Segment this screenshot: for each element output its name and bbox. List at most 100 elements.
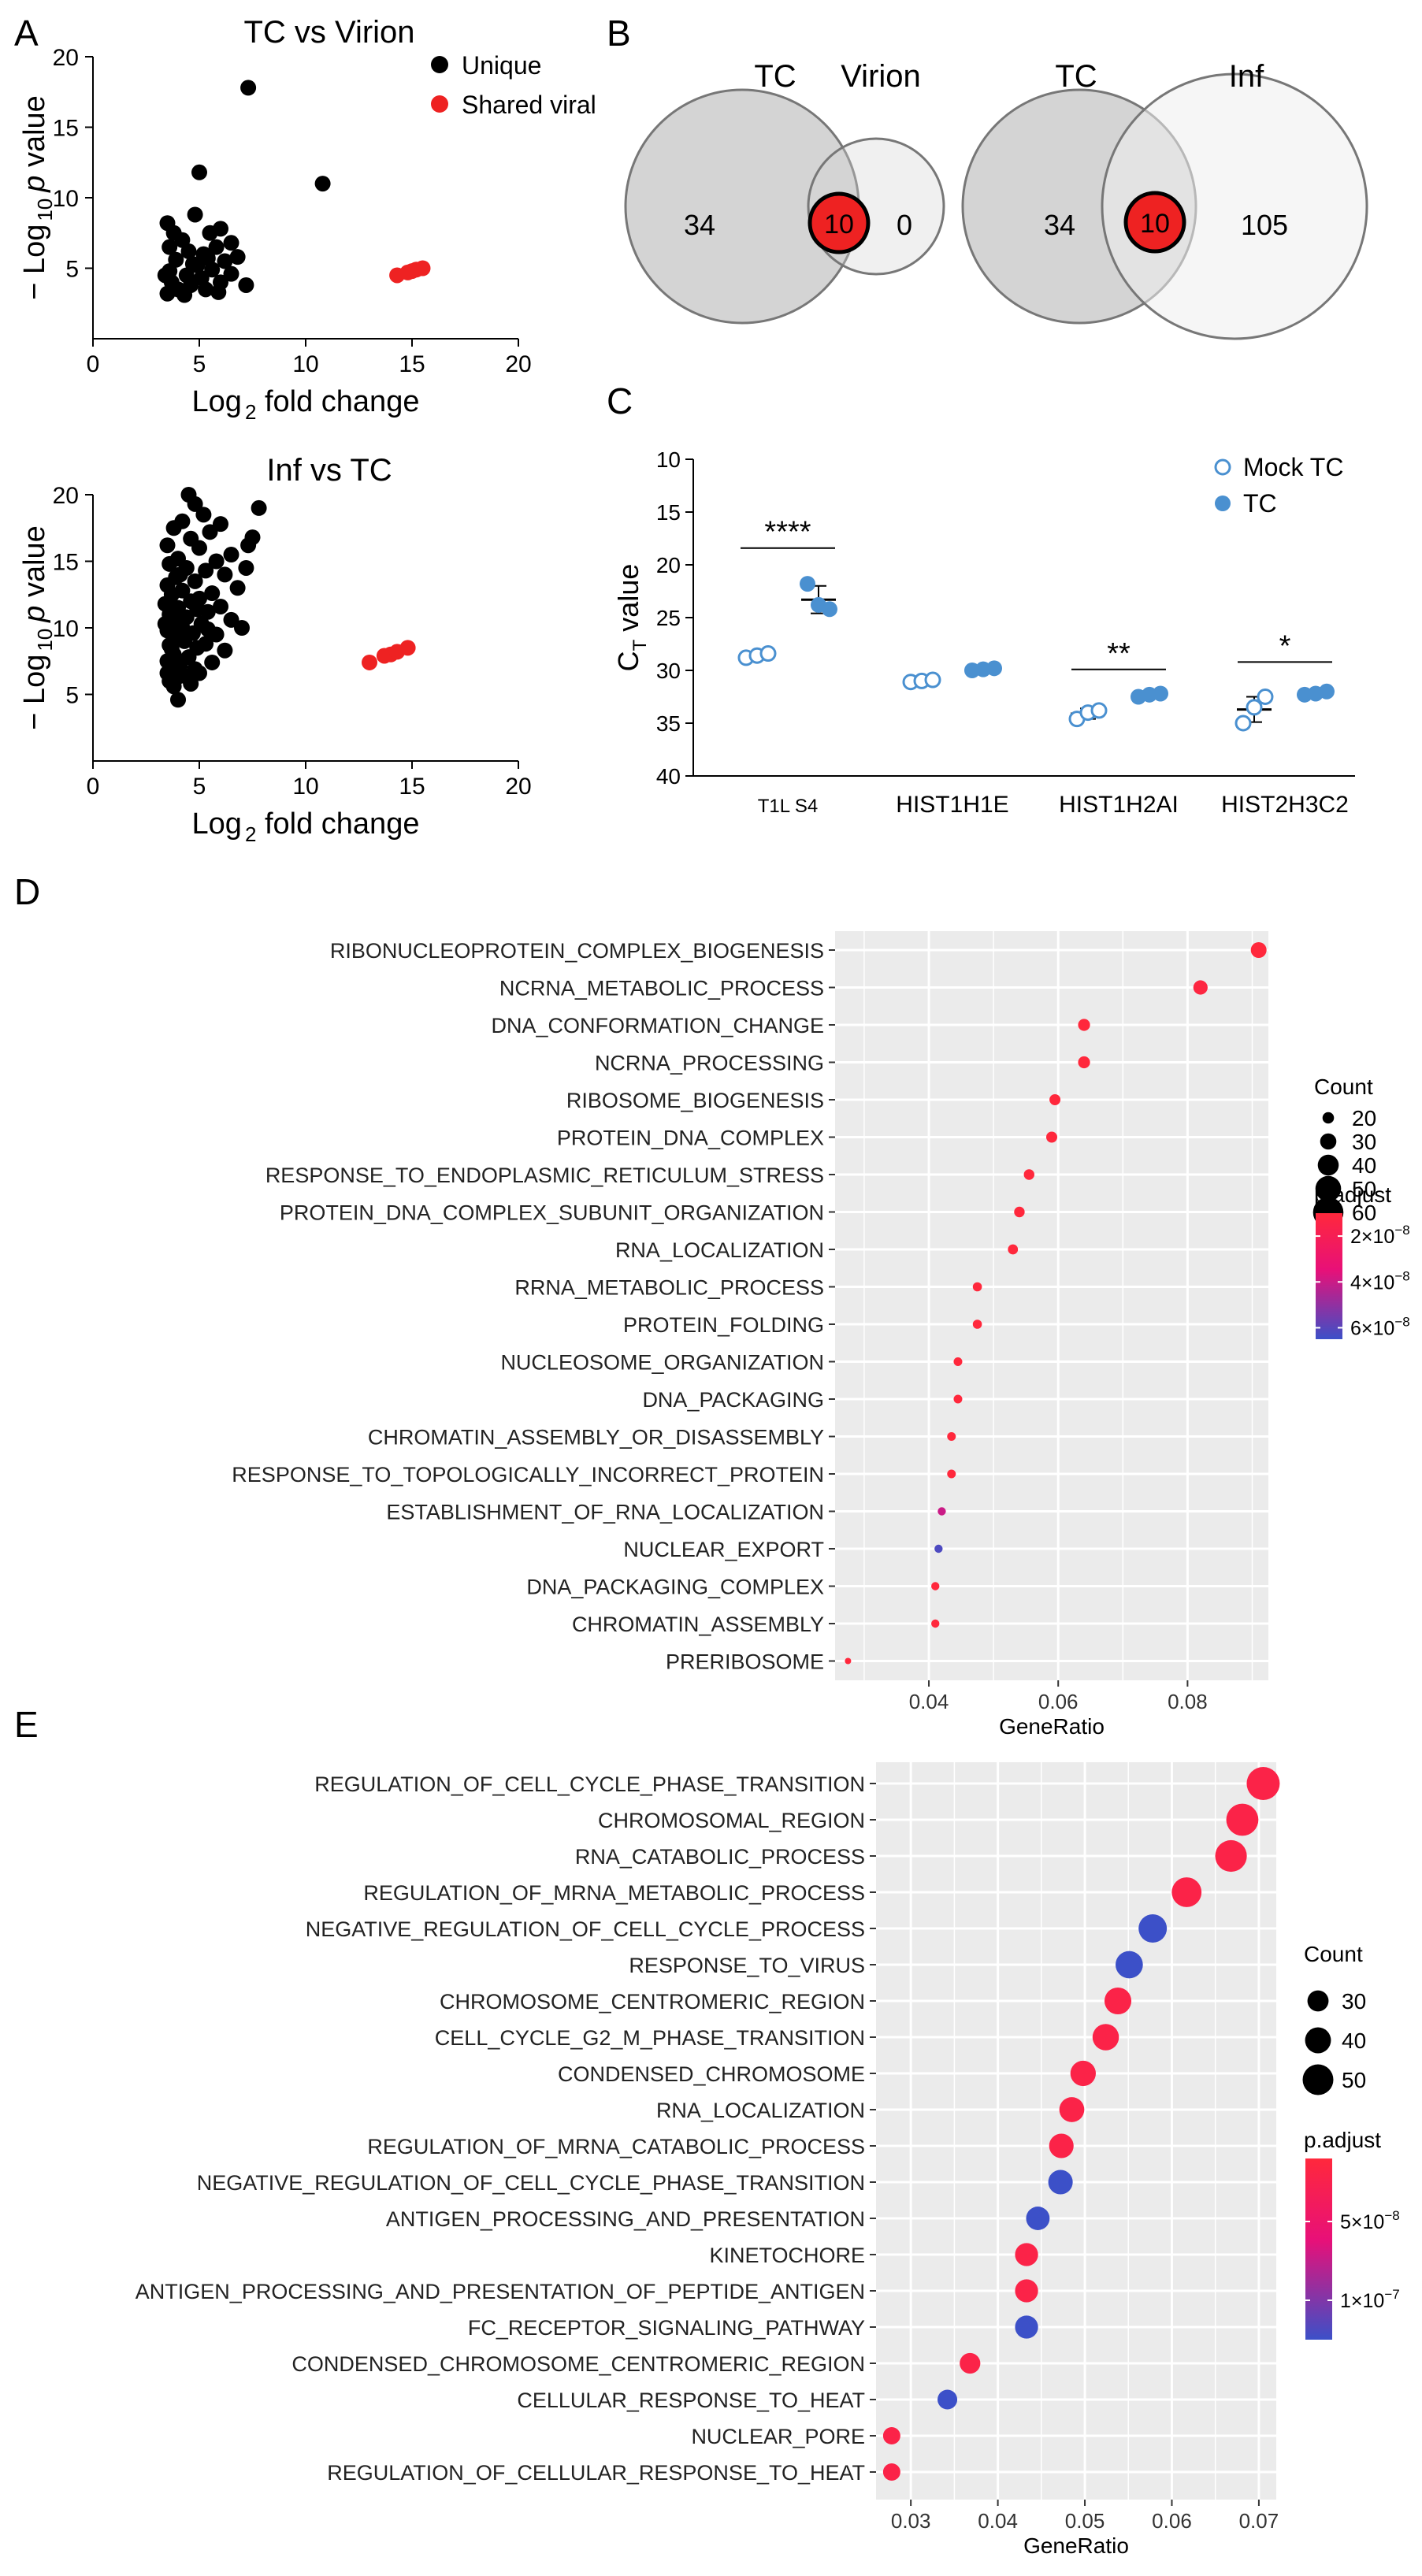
y-tick-label: 10 (656, 447, 681, 472)
data-point-unique (162, 555, 178, 572)
y-tick-label: RNA_LOCALIZATION (615, 1238, 824, 1262)
y-tick-label: CHROMOSOMAL_REGION (598, 1809, 865, 1832)
significance-label: **** (764, 516, 811, 549)
legend-marker (431, 95, 448, 113)
y-tick-label: RESPONSE_TO_ENDOPLASMIC_RETICULUM_STRESS (265, 1164, 824, 1187)
data-point-tc (822, 601, 837, 618)
count-legend-title: Count (1304, 1942, 1363, 1966)
y-tick-label: NEGATIVE_REGULATION_OF_CELL_CYCLE_PHASE_… (197, 2171, 865, 2195)
data-point-unique (159, 537, 176, 554)
venn-shared-count: 10 (1140, 209, 1170, 239)
y-tick-label: FC_RECEPTOR_SIGNALING_PATHWAY (468, 2316, 865, 2340)
count-legend-label: 40 (1342, 2029, 1366, 2053)
y-tick-label: NEGATIVE_REGULATION_OF_CELL_CYCLE_PROCES… (306, 1917, 865, 1941)
data-point-unique (183, 675, 199, 692)
dot (1171, 1877, 1202, 1907)
significance-label: ** (1107, 637, 1131, 670)
dot (1015, 2243, 1038, 2266)
y-tick-label: CONDENSED_CHROMOSOME_CENTROMERIC_REGION (291, 2352, 865, 2376)
dot (1092, 2024, 1119, 2051)
panel-label-c: C (607, 380, 633, 421)
y-tick-label: PROTEIN_DNA_COMPLEX (557, 1127, 824, 1150)
y-tick-label: CONDENSED_CHROMOSOME (558, 2062, 865, 2086)
data-point-unique (162, 239, 178, 255)
y-tick-label: PROTEIN_FOLDING (623, 1313, 824, 1337)
y-tick-label: 10 (53, 616, 79, 642)
venn-shared-count: 10 (824, 210, 854, 239)
x-tick-label: 20 (505, 351, 531, 377)
dot (931, 1582, 940, 1591)
data-point-unique (223, 235, 239, 251)
dot (1070, 2060, 1096, 2087)
data-point-unique (204, 585, 221, 602)
count-legend-marker (1305, 2027, 1331, 2054)
y-tick-label: CHROMATIN_ASSEMBLY (572, 1613, 824, 1636)
panel-label-a: A (14, 13, 39, 54)
panel-label-d: D (14, 871, 40, 912)
color-legend-label: 4×10−8 (1350, 1268, 1410, 1294)
dot (1078, 1056, 1090, 1069)
x-tick-label: 20 (505, 774, 531, 800)
dot (937, 2389, 958, 2410)
venn-left-label: TC (754, 59, 796, 94)
dot (1014, 1206, 1025, 1218)
x-tick-label: 0.06 (1038, 1690, 1079, 1713)
dot (1008, 1244, 1019, 1255)
x-axis-label: GeneRatio (999, 1714, 1105, 1739)
count-legend-label: 30 (1342, 1989, 1366, 2014)
y-tick-label: NCRNA_METABOLIC_PROCESS (499, 977, 824, 1000)
go-enrichment-dotplot-d: RIBONUCLEOPROTEIN_COMPLEX_BIOGENESIS NCRN… (232, 931, 1410, 1739)
y-tick-label: ANTIGEN_PROCESSING_AND_PRESENTATION_OF_P… (136, 2280, 865, 2303)
data-point-unique (157, 615, 173, 632)
x-tick-label: T1L S4 (758, 796, 819, 817)
x-tick-label: 0.04 (978, 2509, 1018, 2533)
legend-label: Unique (462, 51, 541, 80)
dot (1026, 2207, 1050, 2230)
data-point-mock-tc (1090, 702, 1108, 719)
x-tick-label: 0.07 (1239, 2509, 1279, 2533)
y-tick-label: RNA_CATABOLIC_PROCESS (575, 1845, 865, 1869)
volcano-plot-tc-vs-virion: TC vs Virion 0 5 10 15 20 5 10 15 20 Log 2 fold cha… (18, 15, 596, 424)
y-tick-label: 5 (65, 257, 79, 283)
data-point-unique (189, 601, 206, 618)
x-tick-label: HIST1H2AI (1059, 792, 1179, 818)
data-point-unique (195, 507, 212, 523)
venn-left-count: 34 (1044, 209, 1075, 241)
data-point-unique (180, 243, 197, 260)
dot (1049, 1094, 1061, 1105)
x-axis-label: Log 2 fold change (192, 385, 420, 424)
y-tick-label: REGULATION_OF_CELLULAR_RESPONSE_TO_HEAT (327, 2461, 865, 2485)
data-point-unique (157, 267, 173, 284)
y-tick-label: DNA_PACKAGING_COMPLEX (526, 1576, 824, 1599)
legend-label: Mock TC (1243, 453, 1343, 481)
data-point-unique (176, 633, 193, 649)
venn-tc-vs-inf: TC Inf 34 10 105 (961, 59, 1368, 340)
data-point-unique (229, 580, 246, 596)
data-point-unique (163, 641, 180, 658)
venn-right-label: Inf (1229, 59, 1264, 94)
y-tick-label: 20 (53, 45, 79, 71)
dot (882, 2427, 900, 2444)
y-tick-label: 15 (53, 550, 79, 576)
y-tick-label: CELLULAR_RESPONSE_TO_HEAT (517, 2389, 865, 2412)
data-point-unique (165, 678, 182, 695)
x-tick-label: 0.03 (891, 2509, 931, 2533)
data-point-unique (198, 281, 214, 298)
count-legend-label: 50 (1352, 1177, 1376, 1201)
count-legend-marker (1307, 1990, 1329, 2012)
dot (1049, 2133, 1074, 2158)
color-legend-title: p.adjust (1304, 2128, 1381, 2152)
color-legend-label: 6×10−8 (1350, 1314, 1410, 1339)
dot (1250, 942, 1267, 958)
dot (1015, 2315, 1038, 2339)
dot (882, 2463, 900, 2481)
data-point-unique (202, 225, 218, 241)
x-tick-label: 0.04 (909, 1690, 949, 1713)
y-tick-label: 25 (656, 606, 681, 630)
data-point-tc (1319, 683, 1335, 700)
color-legend-bar (1316, 1213, 1342, 1339)
y-tick-label: PRERIBOSOME (666, 1650, 824, 1674)
count-legend-marker (1315, 1175, 1342, 1202)
data-point-unique (240, 537, 257, 554)
data-point-unique (187, 206, 203, 223)
